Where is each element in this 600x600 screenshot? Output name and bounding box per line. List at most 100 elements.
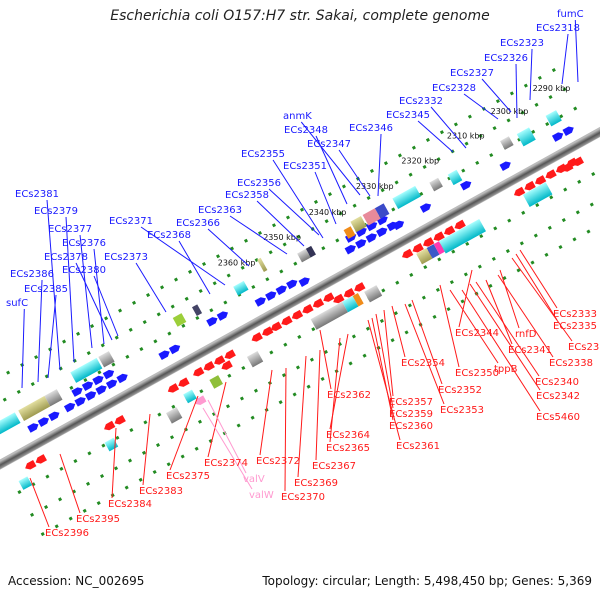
reverse-gene-label: ECs2338 [549,358,593,369]
tick-mark [366,195,371,200]
tick-mark [187,269,193,274]
tick-mark [160,285,165,290]
tick-mark [54,524,59,529]
forward-gene-label: ECs2346 [349,123,393,134]
reverse-gene-arrow [167,383,180,393]
tick-mark [545,122,550,127]
reverse-label-leader [111,427,117,499]
tick-mark [365,326,370,331]
tick-mark [44,505,49,510]
forward-gene-arrow [286,279,298,290]
forward-gene-label: ECs2327 [450,68,494,79]
forward-gene-arrow [74,397,86,407]
forward-gene-label: ECs2386 [10,269,54,280]
tick-mark [493,226,498,231]
tick-mark [306,384,311,389]
forward-gene-label: ECs2385 [24,284,68,295]
tick-mark [236,423,241,428]
tick-mark [132,300,137,305]
forward-gene-arrow [48,411,60,422]
reverse-label-leader [449,289,499,364]
trna-arrow [195,395,207,405]
forward-label-leader [338,149,371,197]
forward-gene-label: anmK [283,111,312,122]
tick-mark [561,218,566,223]
reverse-label-leader [511,257,573,342]
reverse-label-leader [475,281,540,377]
tick-mark [251,284,256,290]
tick-mark [530,260,535,265]
forward-label-leader [65,216,75,363]
forward-gene-arrow [81,381,94,392]
reverse-gene-arrow [545,169,557,179]
reverse-gene-label: ECs2342 [536,391,580,402]
kbp-label: 2340 kbp [309,208,347,217]
reverse-gene-label: ECs2375 [166,471,210,482]
tick-mark [338,211,343,216]
reverse-gene-label: ECs2395 [76,514,120,525]
forward-label-leader [229,215,288,255]
tick-mark [535,203,540,208]
reverse-gene-label: ECs2370 [281,492,325,503]
tick-mark [327,192,333,197]
reverse-gene-arrow [203,361,215,371]
tick-mark [562,87,567,92]
forward-gene-label: ECs2366 [176,218,220,229]
reverse-gene-arrow [104,420,116,431]
tick-mark [461,168,466,173]
forward-gene-arrow [27,423,39,433]
forward-gene-label: ECs2368 [147,230,191,241]
reverse-gene-label: ECs2384 [108,499,152,510]
tick-mark [421,295,426,300]
reverse-label-leader [319,329,332,390]
forward-gene-arrow [206,317,218,327]
tick-mark [58,497,63,502]
forward-gene-arrow [105,379,118,390]
gray-block [310,301,348,330]
reverse-gene-arrow [513,186,526,197]
reverse-gene-arrow [343,287,356,298]
reverse-gene-arrow [312,298,325,308]
reverse-gene-label: ECs2374 [204,458,248,469]
forward-gene-label: ECs2345 [386,110,430,121]
reverse-gene-arrow [454,219,466,230]
forward-gene-arrow [551,132,564,142]
kbp-label: 2350 kbp [263,233,301,242]
tick-mark [352,203,357,208]
reverse-gene-label: ECs2335 [553,321,597,332]
tick-mark [549,195,554,200]
gray-block [364,285,383,303]
kbp-text: 2310 kbp [447,131,485,140]
forward-label-leader [561,33,569,85]
tick-mark [254,257,259,263]
tick-mark [40,532,45,537]
tick-mark [419,191,424,196]
blue-block [426,244,440,259]
cyan-block [438,218,486,254]
tick-mark [467,114,472,119]
tick-mark [212,281,217,286]
accession-text: Accession: NC_002695 [8,574,145,588]
forward-gene-arrow [344,245,356,255]
cyan-block [104,437,119,452]
olive-block [257,257,268,272]
reverse-gene-label: ECs2344 [455,328,499,339]
tick-mark [184,296,189,301]
tick-mark [465,241,470,246]
tick-mark [488,283,493,288]
tick-mark [240,265,245,270]
reverse-gene-arrow [524,180,536,191]
tick-mark [128,327,133,332]
orange-block [352,293,364,307]
tick-mark [435,287,440,292]
tick-mark [139,347,144,352]
reverse-gene-arrow [444,225,456,236]
reverse-label-leader [485,279,513,345]
reverse-gene-label: ECs2336 [568,342,600,353]
tick-mark [278,400,283,405]
kbp-label: 2310 kbp [447,131,485,140]
tick-mark [97,370,102,375]
tick-mark [348,361,353,366]
reverse-label-leader [59,453,81,514]
